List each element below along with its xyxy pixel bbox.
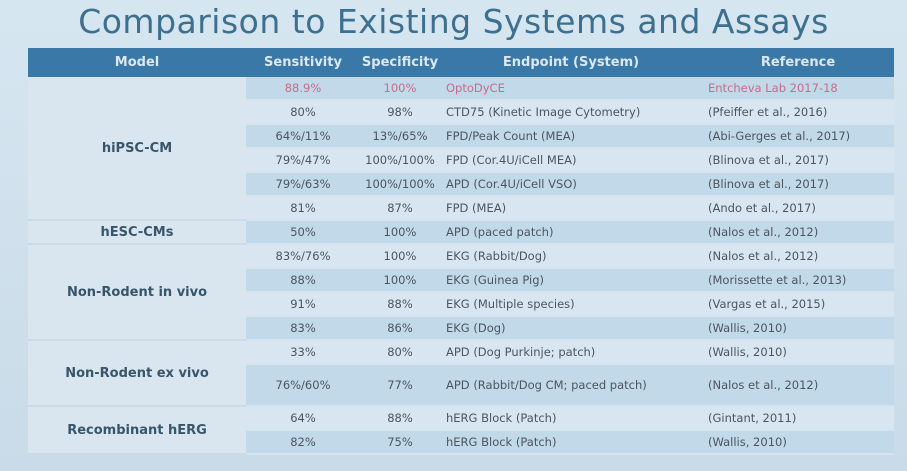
specificity-cell: 100% <box>360 244 440 269</box>
endpoint-cell: FPD/Peak Count (MEA) <box>440 124 702 149</box>
reference-cell: (Abi-Gerges et al., 2017) <box>702 124 894 149</box>
sensitivity-cell: 88.9% <box>246 77 360 101</box>
specificity-cell: 77% <box>360 364 440 407</box>
sensitivity-cell: 50% <box>246 220 360 245</box>
specificity-cell: 100%/100% <box>360 172 440 197</box>
sensitivity-cell: 91% <box>246 292 360 317</box>
sensitivity-cell: 82% <box>246 430 360 455</box>
endpoint-cell: hERG Block (Patch) <box>440 406 702 431</box>
table-row: 88% 100% EKG (Guinea Pig) (Morissette et… <box>28 268 894 293</box>
header-sensitivity: Sensitivity <box>246 48 360 77</box>
table-row: hiPSC-CM 88.9% 100% OptoDyCE Entcheva La… <box>28 77 894 221</box>
specificity-cell: 86% <box>360 316 440 341</box>
endpoint-cell: APD (Cor.4U/iCell VSO) <box>440 172 702 197</box>
header-reference: Reference <box>702 48 894 77</box>
reference-cell: (Gintant, 2011) <box>702 406 894 431</box>
endpoint-cell: EKG (Guinea Pig) <box>440 268 702 293</box>
specificity-cell: 88% <box>360 292 440 317</box>
endpoint-cell: CTD75 (Kinetic Image Cytometry) <box>440 100 702 125</box>
specificity-cell: 100% <box>360 268 440 293</box>
reference-cell: (Blinova et al., 2017) <box>702 148 894 173</box>
sensitivity-cell: 76%/60% <box>246 364 360 407</box>
endpoint-cell: APD (Rabbit/Dog CM; paced patch) <box>440 364 702 407</box>
slide-title: Comparison to Existing Systems and Assay… <box>78 2 829 41</box>
reference-cell: (Pfeiffer et al., 2016) <box>702 100 894 125</box>
table-row: Non-Rodent in vivo 83%/76% 100% EKG (Rab… <box>28 244 894 341</box>
reference-cell: (Morissette et al., 2013) <box>702 268 894 293</box>
sensitivity-cell: 64%/11% <box>246 124 360 149</box>
sensitivity-cell: 88% <box>246 268 360 293</box>
sensitivity-cell: 83% <box>246 316 360 341</box>
endpoint-cell: EKG (Multiple species) <box>440 292 702 317</box>
table-row: hESC-CMs 50% 100% APD (paced patch) (Nal… <box>28 220 894 245</box>
header-endpoint: Endpoint (System) <box>440 48 702 77</box>
endpoint-cell: OptoDyCE <box>440 77 702 101</box>
specificity-cell: 100%/100% <box>360 148 440 173</box>
table-row: Non-Rodent ex vivo 33% 80% APD (Dog Purk… <box>28 340 894 407</box>
sensitivity-cell: 64% <box>246 406 360 431</box>
endpoint-cell: APD (paced patch) <box>440 220 702 245</box>
table-row: 83% 86% EKG (Dog) (Wallis, 2010) <box>28 316 894 341</box>
sensitivity-cell: 81% <box>246 196 360 221</box>
table-row: 81% 87% FPD (MEA) (Ando et al., 2017) <box>28 196 894 221</box>
reference-cell: (Nalos et al., 2012) <box>702 244 894 269</box>
reference-cell: (Nalos et al., 2012) <box>702 220 894 245</box>
reference-cell: (Wallis, 2010) <box>702 340 894 365</box>
specificity-cell: 75% <box>360 430 440 455</box>
specificity-cell: 13%/65% <box>360 124 440 149</box>
specificity-cell: 100% <box>360 220 440 245</box>
specificity-cell: 100% <box>360 77 440 101</box>
sensitivity-cell: 33% <box>246 340 360 365</box>
table-row: 79%/63% 100%/100% APD (Cor.4U/iCell VSO)… <box>28 172 894 197</box>
table-row: 80% 98% CTD75 (Kinetic Image Cytometry) … <box>28 100 894 125</box>
reference-cell: (Nalos et al., 2012) <box>702 364 894 407</box>
reference-cell: (Wallis, 2010) <box>702 430 894 455</box>
specificity-cell: 88% <box>360 406 440 431</box>
table-row: 79%/47% 100%/100% FPD (Cor.4U/iCell MEA)… <box>28 148 894 173</box>
endpoint-cell: FPD (MEA) <box>440 196 702 221</box>
endpoint-cell: hERG Block (Patch) <box>440 430 702 455</box>
model-cell-non-rodent-in-vivo: Non-Rodent in vivo <box>28 244 246 341</box>
table-row: 91% 88% EKG (Multiple species) (Vargas e… <box>28 292 894 317</box>
table-row: 82% 75% hERG Block (Patch) (Wallis, 2010… <box>28 430 894 455</box>
reference-cell: (Vargas et al., 2015) <box>702 292 894 317</box>
sensitivity-cell: 80% <box>246 100 360 125</box>
reference-cell: (Blinova et al., 2017) <box>702 172 894 197</box>
table-header-row: Model Sensitivity Specificity Endpoint (… <box>28 48 894 77</box>
endpoint-cell: APD (Dog Purkinje; patch) <box>440 340 702 365</box>
table-row: 64%/11% 13%/65% FPD/Peak Count (MEA) (Ab… <box>28 124 894 149</box>
comparison-table: Model Sensitivity Specificity Endpoint (… <box>28 48 894 455</box>
specificity-cell: 98% <box>360 100 440 125</box>
specificity-cell: 87% <box>360 196 440 221</box>
model-cell-hipsc-cm: hiPSC-CM <box>28 77 246 221</box>
reference-cell: (Ando et al., 2017) <box>702 196 894 221</box>
table-row: Recombinant hERG 64% 88% hERG Block (Pat… <box>28 406 894 455</box>
table-row: 76%/60% 77% APD (Rabbit/Dog CM; paced pa… <box>28 364 894 407</box>
model-cell-non-rodent-ex-vivo: Non-Rodent ex vivo <box>28 340 246 407</box>
sensitivity-cell: 79%/63% <box>246 172 360 197</box>
model-cell-recombinant-herg: Recombinant hERG <box>28 406 246 455</box>
endpoint-cell: EKG (Rabbit/Dog) <box>440 244 702 269</box>
sensitivity-cell: 83%/76% <box>246 244 360 269</box>
endpoint-cell: EKG (Dog) <box>440 316 702 341</box>
model-cell-hesc-cms: hESC-CMs <box>28 220 246 245</box>
sensitivity-cell: 79%/47% <box>246 148 360 173</box>
reference-cell: (Wallis, 2010) <box>702 316 894 341</box>
reference-cell: Entcheva Lab 2017-18 <box>702 77 894 101</box>
header-specificity: Specificity <box>360 48 440 77</box>
endpoint-cell: FPD (Cor.4U/iCell MEA) <box>440 148 702 173</box>
specificity-cell: 80% <box>360 340 440 365</box>
header-model: Model <box>28 48 246 77</box>
